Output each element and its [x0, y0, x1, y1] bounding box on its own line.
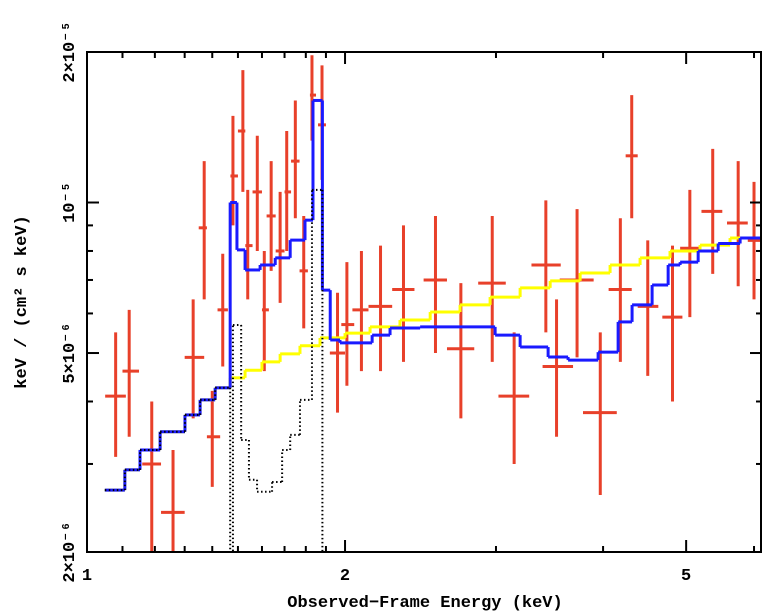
x-tick-label: 1	[82, 567, 92, 586]
y-tick-label: 10⁻⁵	[61, 182, 80, 223]
plot-frame	[86, 51, 762, 553]
x-axis-title: Observed−Frame Energy (keV)	[287, 594, 562, 613]
y-tick-label: 2×10⁻⁶	[61, 521, 80, 582]
plot-area	[104, 55, 762, 552]
y-tick-label: 2×10⁻⁵	[61, 21, 80, 82]
x-tick-label: 5	[681, 567, 691, 586]
x-tick-label: 2	[340, 567, 350, 586]
y-axis-title: keV / (cm² s keV)	[13, 215, 32, 388]
y-tick-label: 5×10⁻⁶	[61, 322, 80, 383]
